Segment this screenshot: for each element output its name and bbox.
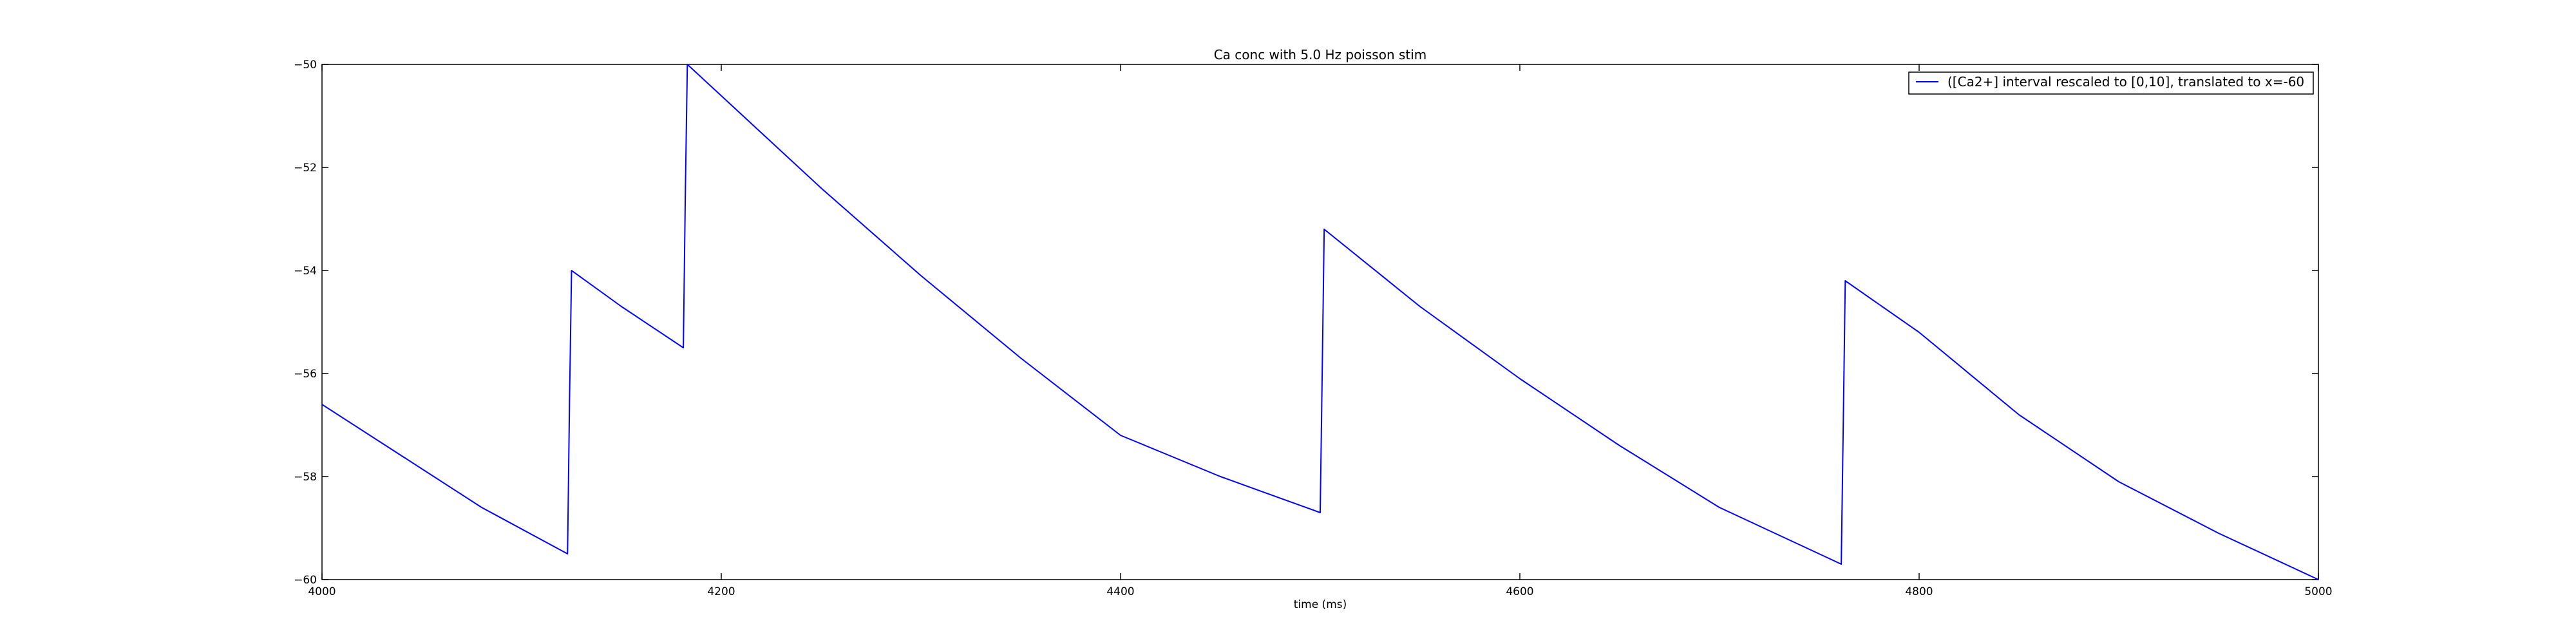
y-tick-label: −52	[294, 162, 317, 175]
y-tick-label: −58	[294, 471, 317, 484]
legend-box	[1908, 71, 2314, 95]
x-tick-label: 4000	[308, 585, 336, 598]
y-tick-label: −54	[294, 265, 317, 278]
plot-area: 4000 4200 4400 4600 4800 5000 −60 −58 −56 −54 −52 −…	[294, 59, 2333, 598]
x-tick-label: 4800	[1905, 585, 1933, 598]
x-tick-label: 4200	[707, 585, 735, 598]
legend: ([Ca2+] interval rescaled to [0,10], tra…	[1908, 71, 2314, 95]
axis-ticks: 4000 4200 4400 4600 4800 5000 −60 −58 −56 −54 −52 −…	[294, 59, 2333, 598]
x-tick-label: 4600	[1506, 585, 1533, 598]
y-tick-label: −60	[294, 574, 317, 587]
x-axis-label: time (ms)	[1294, 598, 1347, 611]
chart-title: Ca conc with 5.0 Hz poisson stim	[1214, 47, 1427, 62]
x-tick-label: 5000	[2304, 585, 2332, 598]
series-line-0	[321, 64, 2319, 580]
y-tick-label: −56	[294, 368, 317, 381]
series-layer	[321, 64, 2319, 580]
x-tick-label: 4400	[1106, 585, 1134, 598]
y-tick-label: −50	[294, 59, 317, 71]
legend-entry: ([Ca2+] interval rescaled to [0,10], tra…	[1947, 74, 2304, 90]
